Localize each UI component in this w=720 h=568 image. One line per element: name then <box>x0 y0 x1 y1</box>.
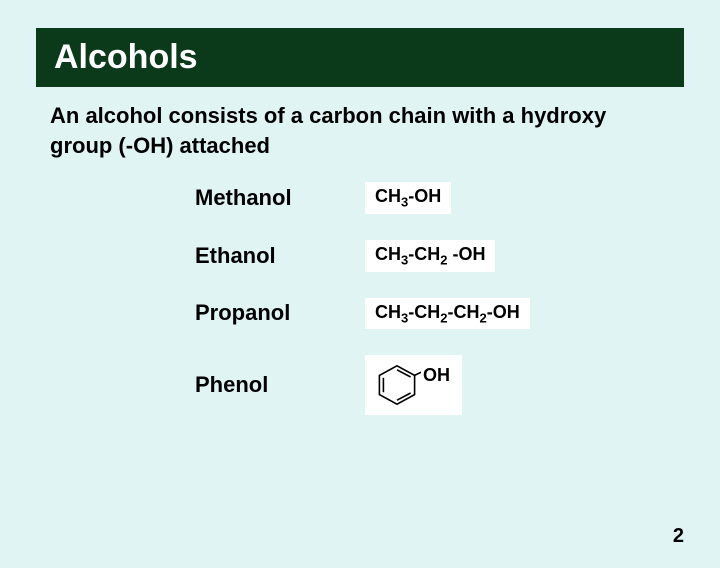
propanol-formula: CH3-CH2-CH2-OH <box>365 298 530 330</box>
methanol-label: Methanol <box>195 185 365 211</box>
ethanol-label: Ethanol <box>195 243 365 269</box>
list-item: Phenol OH <box>195 355 720 415</box>
ethanol-formula: CH3-CH2 -OH <box>365 240 495 272</box>
alcohol-list: Methanol CH3-OH Ethanol CH3-CH2 -OH Prop… <box>195 182 720 415</box>
slide-title: Alcohols <box>54 38 198 76</box>
list-item: Propanol CH3-CH2-CH2-OH <box>195 298 720 330</box>
phenol-oh: OH <box>423 365 450 386</box>
list-item: Methanol CH3-OH <box>195 182 720 214</box>
phenol-label: Phenol <box>195 372 365 398</box>
page-number: 2 <box>673 525 684 548</box>
list-item: Ethanol CH3-CH2 -OH <box>195 240 720 272</box>
methanol-formula: CH3-OH <box>365 182 451 214</box>
benzene-ring-icon <box>373 361 421 409</box>
slide-description: An alcohol consists of a carbon chain wi… <box>50 101 670 160</box>
phenol-formula: OH <box>365 355 462 415</box>
slide-title-bar: Alcohols <box>36 28 684 87</box>
propanol-label: Propanol <box>195 300 365 326</box>
